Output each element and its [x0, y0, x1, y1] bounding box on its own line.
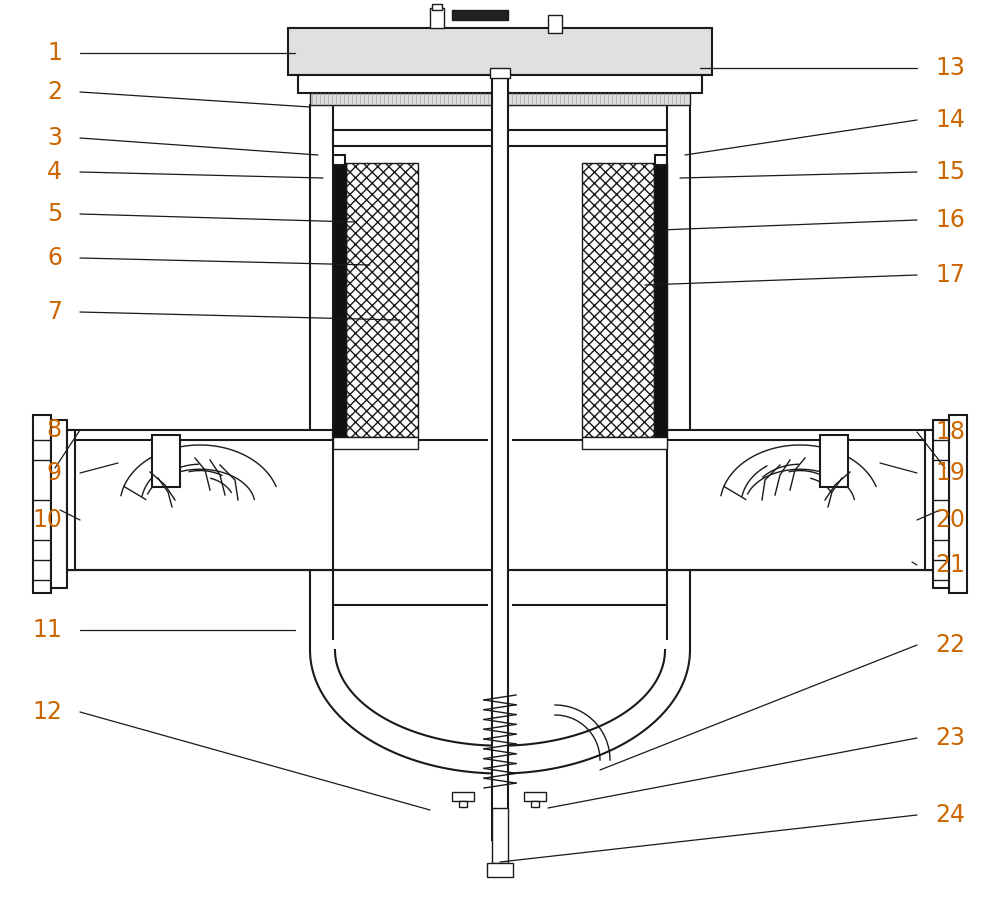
Bar — [310, 105, 690, 570]
Bar — [654, 163, 667, 437]
Bar — [152, 435, 180, 487]
Text: 10: 10 — [32, 508, 62, 532]
Text: 1: 1 — [47, 41, 62, 65]
Bar — [459, 801, 467, 807]
Bar — [452, 10, 508, 20]
Bar — [925, 430, 933, 570]
Text: 2: 2 — [47, 80, 62, 104]
Bar — [288, 28, 712, 75]
Bar — [492, 78, 508, 840]
Bar — [531, 801, 539, 807]
Text: 21: 21 — [935, 553, 965, 577]
Bar — [667, 430, 933, 570]
Bar — [33, 415, 51, 593]
Bar — [524, 792, 546, 801]
Text: 9: 9 — [47, 461, 62, 485]
Text: 4: 4 — [47, 160, 62, 184]
Bar — [490, 68, 510, 78]
Bar — [582, 163, 654, 437]
Text: 13: 13 — [935, 56, 965, 80]
Text: 5: 5 — [47, 202, 62, 226]
Bar — [51, 420, 67, 588]
Bar — [933, 420, 949, 588]
Bar — [432, 4, 442, 10]
Text: 14: 14 — [935, 108, 965, 132]
Bar — [655, 155, 667, 165]
Bar — [487, 863, 513, 877]
Bar — [492, 808, 508, 863]
Text: 24: 24 — [935, 803, 965, 827]
Text: 6: 6 — [47, 246, 62, 270]
Text: 20: 20 — [935, 508, 965, 532]
Text: 19: 19 — [935, 461, 965, 485]
Bar — [67, 430, 75, 570]
Text: 17: 17 — [935, 263, 965, 287]
Bar — [582, 437, 667, 449]
Text: 23: 23 — [935, 726, 965, 750]
Bar — [548, 15, 562, 33]
Bar — [820, 435, 848, 487]
Text: 3: 3 — [47, 126, 62, 150]
Text: 22: 22 — [935, 633, 965, 657]
Text: 15: 15 — [935, 160, 965, 184]
Bar — [333, 130, 667, 146]
Text: 11: 11 — [32, 618, 62, 642]
Bar — [949, 415, 967, 593]
Text: 18: 18 — [935, 420, 965, 444]
Text: 16: 16 — [935, 208, 965, 232]
Bar — [333, 437, 418, 449]
Bar — [310, 93, 690, 105]
Text: 7: 7 — [47, 300, 62, 324]
Bar — [333, 163, 346, 437]
Text: 8: 8 — [47, 418, 62, 442]
Bar — [430, 8, 444, 28]
Bar — [298, 75, 702, 93]
Bar — [452, 792, 474, 801]
Bar — [67, 430, 333, 570]
Bar — [346, 163, 418, 437]
Bar — [333, 155, 345, 165]
Text: 12: 12 — [32, 700, 62, 724]
